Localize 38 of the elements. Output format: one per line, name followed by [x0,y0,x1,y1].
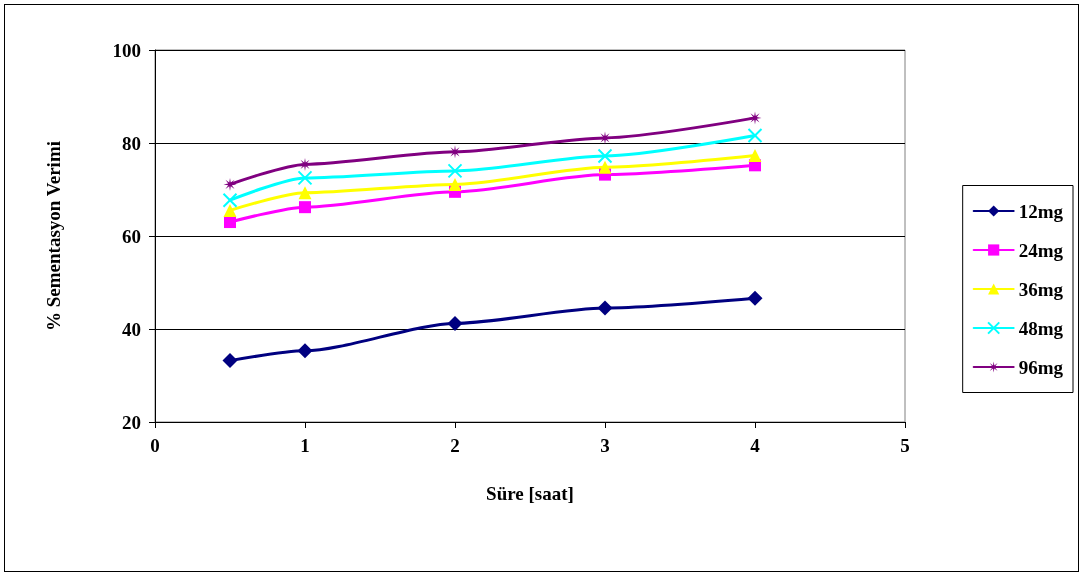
point [222,192,238,208]
x-tick-label: 2 [450,435,460,456]
point [597,300,613,316]
point [747,128,763,144]
legend-label: 48mg [1018,317,1064,339]
legend-label: 96mg [1018,356,1064,378]
point [597,148,613,164]
legend-label: 36mg [1018,278,1064,300]
point [447,163,463,179]
point [448,177,462,191]
point [222,353,238,369]
x-tick-label: 4 [750,435,761,456]
x-tick-label: 1 [300,435,310,456]
x-tick-label: 5 [900,435,910,456]
legend-label: 24mg [1018,239,1064,261]
point [298,186,312,200]
y-tick-label: 80 [122,132,141,154]
y-axis-title: % Sementasyon Verimi [43,141,64,331]
point [598,160,612,174]
legend-label: 12mg [1018,200,1064,222]
point [297,343,313,359]
point [747,290,763,306]
point [748,149,762,163]
y-tick-label: 20 [122,411,141,433]
x-tick-label: 3 [600,435,610,456]
point [223,203,237,217]
y-tick-label: 60 [122,225,141,247]
point [598,131,612,145]
y-tick-label: 100 [112,39,141,61]
point [447,315,463,331]
point [299,201,311,214]
point [297,170,313,186]
point [224,216,236,229]
x-tick-label: 0 [150,435,160,456]
point [748,111,762,125]
point [448,145,462,159]
y-tick-label: 40 [122,318,141,340]
x-axis-title: Süre [saat] [486,483,574,504]
